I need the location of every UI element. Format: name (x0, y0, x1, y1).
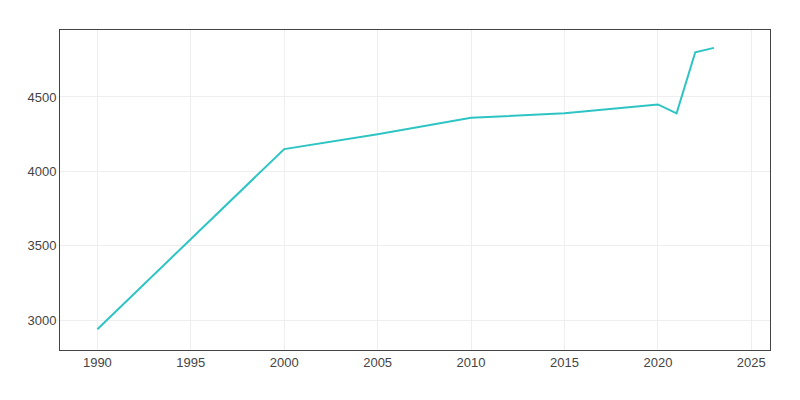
svg-text:1990: 1990 (83, 355, 112, 370)
svg-text:2000: 2000 (270, 355, 299, 370)
svg-text:2010: 2010 (457, 355, 486, 370)
svg-text:2020: 2020 (643, 355, 672, 370)
svg-text:4500: 4500 (27, 90, 56, 105)
svg-text:3500: 3500 (27, 238, 56, 253)
svg-text:2015: 2015 (550, 355, 579, 370)
svg-text:2005: 2005 (363, 355, 392, 370)
svg-text:3000: 3000 (27, 313, 56, 328)
svg-text:2025: 2025 (737, 355, 766, 370)
svg-text:1995: 1995 (176, 355, 205, 370)
svg-text:4000: 4000 (27, 164, 56, 179)
